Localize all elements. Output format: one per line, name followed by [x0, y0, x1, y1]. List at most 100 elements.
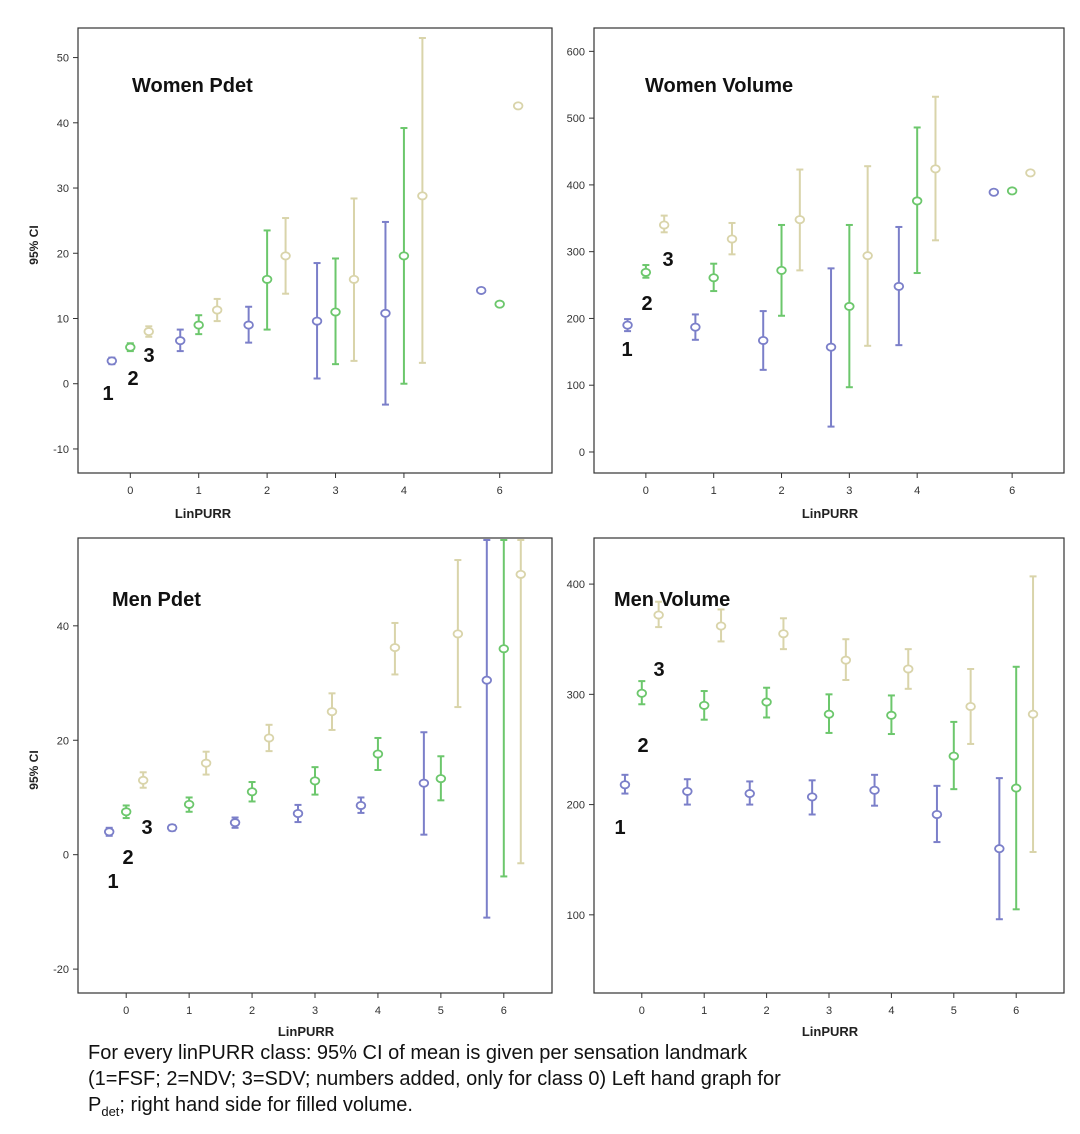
- mean-marker: [794, 215, 806, 225]
- x-tick-label: 6: [1013, 1005, 1019, 1017]
- mean-marker: [1006, 186, 1018, 196]
- mean-marker: [965, 701, 976, 711]
- mean-marker: [886, 710, 897, 720]
- x-axis-label: LinPURR: [175, 506, 232, 521]
- mean-marker: [515, 569, 526, 579]
- figure-caption: For every linPURR class: 95% CI of mean …: [88, 1040, 1048, 1125]
- mean-marker: [229, 818, 241, 828]
- y-tick-label: 20: [57, 248, 69, 260]
- mean-marker: [418, 778, 430, 788]
- x-tick-label: 4: [914, 485, 920, 497]
- mean-marker: [280, 251, 291, 261]
- series-3: [143, 37, 524, 364]
- mean-marker: [658, 220, 670, 230]
- data-marks: [104, 539, 526, 919]
- x-tick-label: 2: [778, 485, 784, 497]
- y-tick-label: 10: [57, 313, 69, 325]
- mean-marker: [143, 327, 154, 337]
- plot-frame: [593, 27, 1065, 474]
- mean-marker: [481, 675, 493, 685]
- mean-marker: [682, 786, 693, 796]
- x-tick-label: 4: [888, 1005, 894, 1017]
- mean-marker: [104, 827, 115, 837]
- mean-marker: [758, 335, 769, 345]
- y-tick-label: 100: [567, 910, 585, 922]
- series-3: [653, 575, 1039, 853]
- mean-marker: [389, 643, 401, 653]
- mean-marker: [1027, 709, 1039, 719]
- class-label: 3: [141, 817, 152, 839]
- mean-marker: [246, 787, 258, 797]
- chart-title: Men Pdet: [112, 589, 201, 611]
- mean-marker: [903, 664, 914, 674]
- mean-marker: [476, 285, 487, 295]
- caption-line-1: For every linPURR class: 95% CI of mean …: [88, 1042, 748, 1064]
- mean-marker: [211, 305, 223, 315]
- mean-marker: [292, 808, 304, 818]
- mean-marker: [844, 301, 855, 311]
- series-2: [640, 126, 1018, 389]
- y-tick-label: -10: [53, 444, 69, 456]
- class-label: 1: [107, 871, 118, 893]
- mean-marker: [193, 320, 204, 330]
- plot-frame: [77, 537, 553, 994]
- x-tick-label: 0: [643, 485, 649, 497]
- class-label: 3: [662, 249, 673, 271]
- mean-marker: [1011, 783, 1022, 793]
- mean-marker: [994, 844, 1005, 854]
- x-tick-label: 3: [826, 1005, 832, 1017]
- series-1: [104, 539, 493, 919]
- mean-marker: [498, 644, 510, 654]
- y-tick-label: 0: [63, 850, 69, 862]
- mean-marker: [452, 629, 464, 639]
- y-tick-label: 0: [63, 379, 69, 391]
- chart-title: Women Volume: [645, 75, 793, 97]
- mean-marker: [930, 164, 941, 174]
- data-marks: [622, 95, 1036, 428]
- x-tick-label: 1: [701, 1005, 707, 1017]
- mean-marker: [806, 792, 818, 802]
- mean-marker: [137, 775, 149, 785]
- y-tick-label: 50: [57, 53, 69, 65]
- chart-title: Men Volume: [614, 589, 730, 611]
- mean-marker: [175, 336, 186, 346]
- chart-title: Women Pdet: [132, 75, 253, 97]
- x-tick-label: 1: [711, 485, 717, 497]
- mean-marker: [326, 707, 338, 717]
- y-tick-label: 40: [57, 118, 69, 130]
- series-1: [106, 220, 487, 406]
- x-tick-label: 0: [123, 1005, 129, 1017]
- mean-marker: [166, 823, 178, 833]
- class-label: 2: [122, 847, 133, 869]
- y-tick-label: 600: [567, 46, 585, 58]
- x-tick-label: 6: [497, 485, 503, 497]
- mean-marker: [183, 799, 195, 809]
- x-tick-label: 0: [639, 1005, 645, 1017]
- mean-marker: [744, 789, 755, 799]
- mean-marker: [348, 274, 360, 284]
- x-tick-label: 2: [249, 1005, 255, 1017]
- mean-marker: [1025, 168, 1036, 178]
- mean-marker: [330, 307, 341, 317]
- x-axis-label: LinPURR: [802, 1024, 859, 1039]
- class-label: 3: [653, 659, 664, 681]
- mean-marker: [869, 785, 880, 795]
- mean-marker: [761, 697, 772, 707]
- mean-marker: [512, 101, 524, 111]
- y-tick-label: 40: [57, 621, 69, 633]
- mean-marker: [715, 621, 727, 631]
- mean-marker: [776, 265, 787, 275]
- y-tick-label: 400: [567, 180, 585, 192]
- mean-marker: [200, 758, 212, 768]
- mean-marker: [372, 749, 384, 759]
- series-2: [120, 539, 510, 878]
- mean-marker: [911, 196, 923, 206]
- mean-marker: [243, 320, 254, 330]
- mean-marker: [690, 322, 701, 332]
- mean-marker: [840, 655, 852, 665]
- class-label: 3: [143, 345, 154, 367]
- mean-marker: [653, 610, 664, 620]
- x-tick-label: 5: [951, 1005, 957, 1017]
